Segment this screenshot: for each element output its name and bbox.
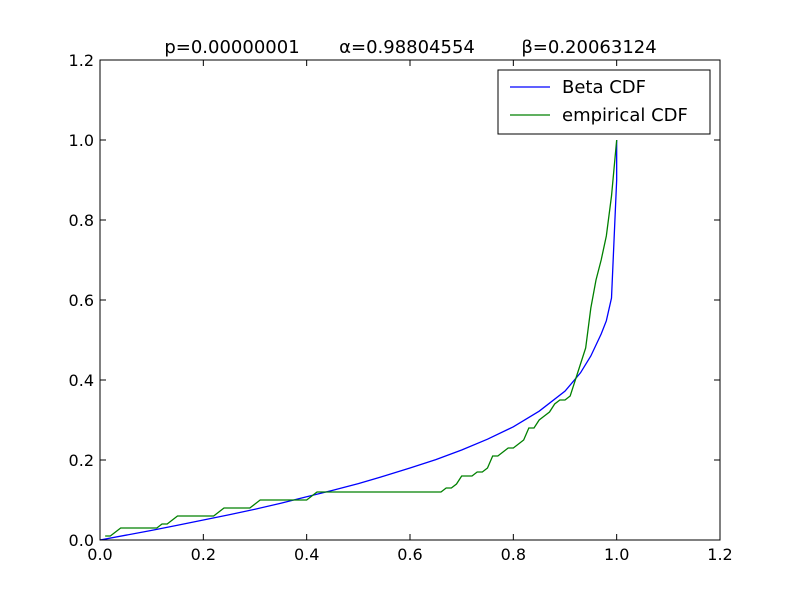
legend: Beta CDF empirical CDF bbox=[497, 69, 711, 135]
x-axis: 0.0 0.2 0.4 0.6 0.8 1.0 1.2 bbox=[87, 60, 733, 564]
x-tick-label: 0.0 bbox=[87, 545, 112, 564]
y-tick-label: 1.2 bbox=[69, 51, 94, 70]
series-line-empirical-cdf bbox=[105, 139, 618, 537]
series-layer bbox=[99, 139, 618, 541]
y-tick-label: 0.2 bbox=[69, 451, 94, 470]
x-tick-label: 0.2 bbox=[191, 545, 216, 564]
x-tick-label: 1.2 bbox=[707, 545, 732, 564]
y-tick-label: 0.0 bbox=[69, 531, 94, 550]
y-axis: 0.0 0.2 0.4 0.6 0.8 1.0 1.2 bbox=[69, 51, 720, 550]
y-tick-label: 0.8 bbox=[69, 211, 94, 230]
x-tick-label: 0.8 bbox=[501, 545, 526, 564]
legend-label-beta-cdf: Beta CDF bbox=[562, 77, 646, 98]
series-line-beta-cdf bbox=[99, 140, 618, 541]
chart-title: p=0.00000001 α=0.98804554 β=0.20063124 bbox=[164, 37, 656, 58]
x-tick-label: 0.6 bbox=[397, 545, 422, 564]
y-tick-label: 0.6 bbox=[69, 291, 94, 310]
title-p: p=0.00000001 bbox=[164, 37, 299, 58]
y-tick-label: 0.4 bbox=[69, 371, 94, 390]
y-tick-label: 1.0 bbox=[69, 131, 94, 150]
legend-label-empirical-cdf: empirical CDF bbox=[562, 105, 688, 126]
legend-box bbox=[497, 69, 711, 135]
title-alpha: α=0.98804554 bbox=[339, 37, 475, 58]
x-tick-label: 0.4 bbox=[294, 545, 319, 564]
x-tick-label: 1.0 bbox=[604, 545, 629, 564]
title-beta: β=0.20063124 bbox=[521, 37, 656, 58]
